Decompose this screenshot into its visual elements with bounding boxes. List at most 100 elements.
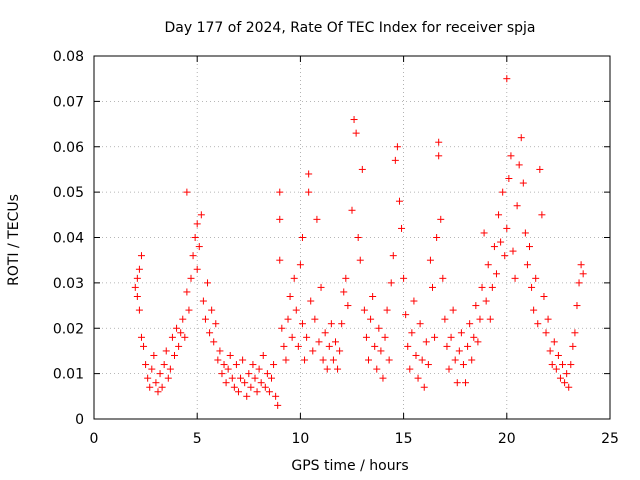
data-point [263, 370, 271, 378]
data-point [154, 388, 162, 396]
data-point [431, 333, 439, 341]
data-point [365, 356, 373, 364]
data-point [342, 274, 350, 282]
data-point [435, 138, 443, 146]
data-point [259, 351, 267, 359]
data-point [294, 342, 302, 350]
data-point [412, 351, 420, 359]
data-point [482, 297, 490, 305]
data-point [492, 270, 500, 278]
data-point [554, 351, 562, 359]
data-point [133, 292, 141, 300]
data-point [284, 315, 292, 323]
data-point [350, 116, 358, 124]
data-point [381, 333, 389, 341]
data-point [406, 365, 414, 373]
data-point [334, 365, 342, 373]
data-point [191, 234, 199, 241]
data-point [251, 374, 259, 382]
data-point [303, 333, 311, 341]
data-point [391, 156, 399, 164]
data-point [247, 383, 255, 391]
data-point [137, 252, 145, 260]
data-point [373, 365, 381, 373]
data-point [542, 329, 550, 337]
data-point [437, 215, 445, 223]
data-point [170, 351, 178, 359]
data-point [480, 229, 488, 237]
data-point [509, 247, 517, 255]
y-tick-label: 0.02 [53, 321, 84, 337]
y-tick-label: 0.05 [53, 185, 84, 201]
data-point [445, 365, 453, 373]
data-point [201, 315, 209, 323]
x-tick-label: 25 [601, 431, 619, 447]
data-point [331, 338, 339, 346]
axis-ticks [93, 55, 611, 420]
data-point [268, 374, 276, 382]
data-point [212, 320, 220, 328]
data-point [204, 279, 212, 287]
data-point [323, 365, 331, 373]
data-point [301, 356, 309, 364]
data-point [464, 342, 472, 350]
data-point [474, 338, 482, 346]
data-point [166, 365, 174, 373]
data-point [276, 215, 284, 223]
data-point [457, 329, 465, 337]
x-tick-label: 10 [291, 431, 309, 447]
data-point [135, 306, 143, 314]
data-point [282, 356, 290, 364]
data-point [360, 306, 368, 314]
data-point [137, 333, 145, 341]
plot-frame [93, 55, 611, 420]
data-point [224, 365, 232, 373]
data-point [499, 188, 507, 196]
data-point [466, 320, 474, 328]
data-point [290, 274, 298, 282]
data-point [472, 302, 480, 310]
data-point [447, 333, 455, 341]
data-point [416, 320, 424, 328]
data-point [179, 315, 187, 323]
data-point [193, 220, 201, 228]
data-point [144, 374, 152, 382]
data-point [255, 365, 263, 373]
data-point [428, 283, 436, 291]
data-point [305, 170, 313, 178]
data-point [305, 188, 313, 196]
data-point [183, 288, 191, 296]
data-point [503, 224, 511, 232]
data-point [470, 333, 478, 341]
x-tick-label: 15 [395, 431, 413, 447]
data-point [571, 329, 579, 337]
data-point [340, 288, 348, 296]
data-point [569, 342, 577, 350]
data-point [395, 197, 403, 205]
data-point [433, 234, 441, 241]
grid [94, 56, 610, 419]
data-point [187, 274, 195, 282]
data-point [410, 297, 418, 305]
data-point [400, 274, 408, 282]
data-point [354, 234, 362, 241]
data-point [270, 361, 278, 369]
data-point [455, 347, 463, 355]
data-point [214, 356, 222, 364]
data-point [356, 256, 364, 264]
x-tick-label: 5 [193, 431, 202, 447]
data-point [579, 270, 587, 278]
data-point [164, 374, 172, 382]
data-point [559, 361, 567, 369]
data-point [232, 361, 240, 369]
data-point [577, 261, 585, 269]
data-point [197, 211, 205, 219]
data-point [523, 261, 531, 269]
data-point [195, 243, 203, 251]
data-point [162, 347, 170, 355]
data-point [278, 324, 286, 332]
data-point [443, 342, 451, 350]
data-point [379, 374, 387, 382]
data-point [534, 320, 542, 328]
